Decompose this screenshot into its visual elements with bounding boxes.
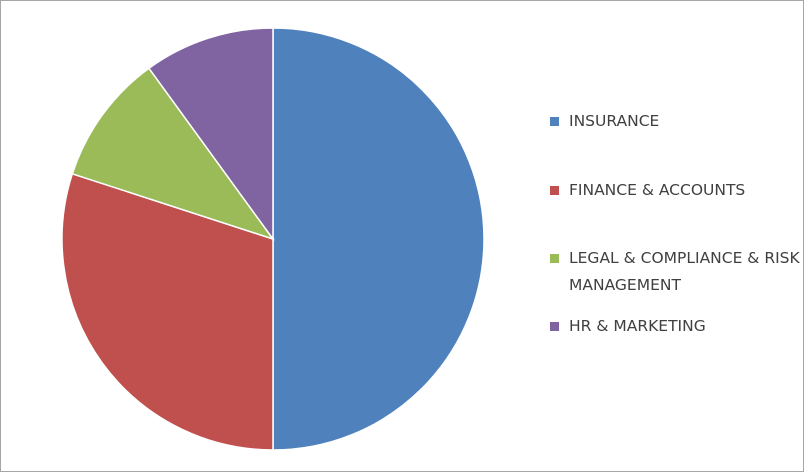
legend-item: HR & MARKETING [550, 313, 803, 340]
pie-slice [272, 27, 485, 451]
legend-swatch [550, 117, 559, 126]
legend-item: INSURANCE [550, 108, 803, 135]
legend-label: INSURANCE [569, 112, 660, 130]
legend-swatch [550, 254, 559, 263]
pie-slice [147, 27, 274, 242]
legend-item: FINANCE & ACCOUNTS [550, 177, 803, 204]
legend-item: LEGAL & COMPLIANCE & RISK MANAGEMENT [550, 245, 803, 299]
legend-swatch [550, 186, 559, 195]
pie-slice [71, 67, 275, 241]
pie-slice [61, 172, 274, 451]
legend-label: HR & MARKETING [569, 317, 706, 335]
legend-label: LEGAL & COMPLIANCE & RISK MANAGEMENT [569, 249, 800, 294]
legend-swatch [550, 322, 559, 331]
legend-label: FINANCE & ACCOUNTS [569, 181, 746, 199]
